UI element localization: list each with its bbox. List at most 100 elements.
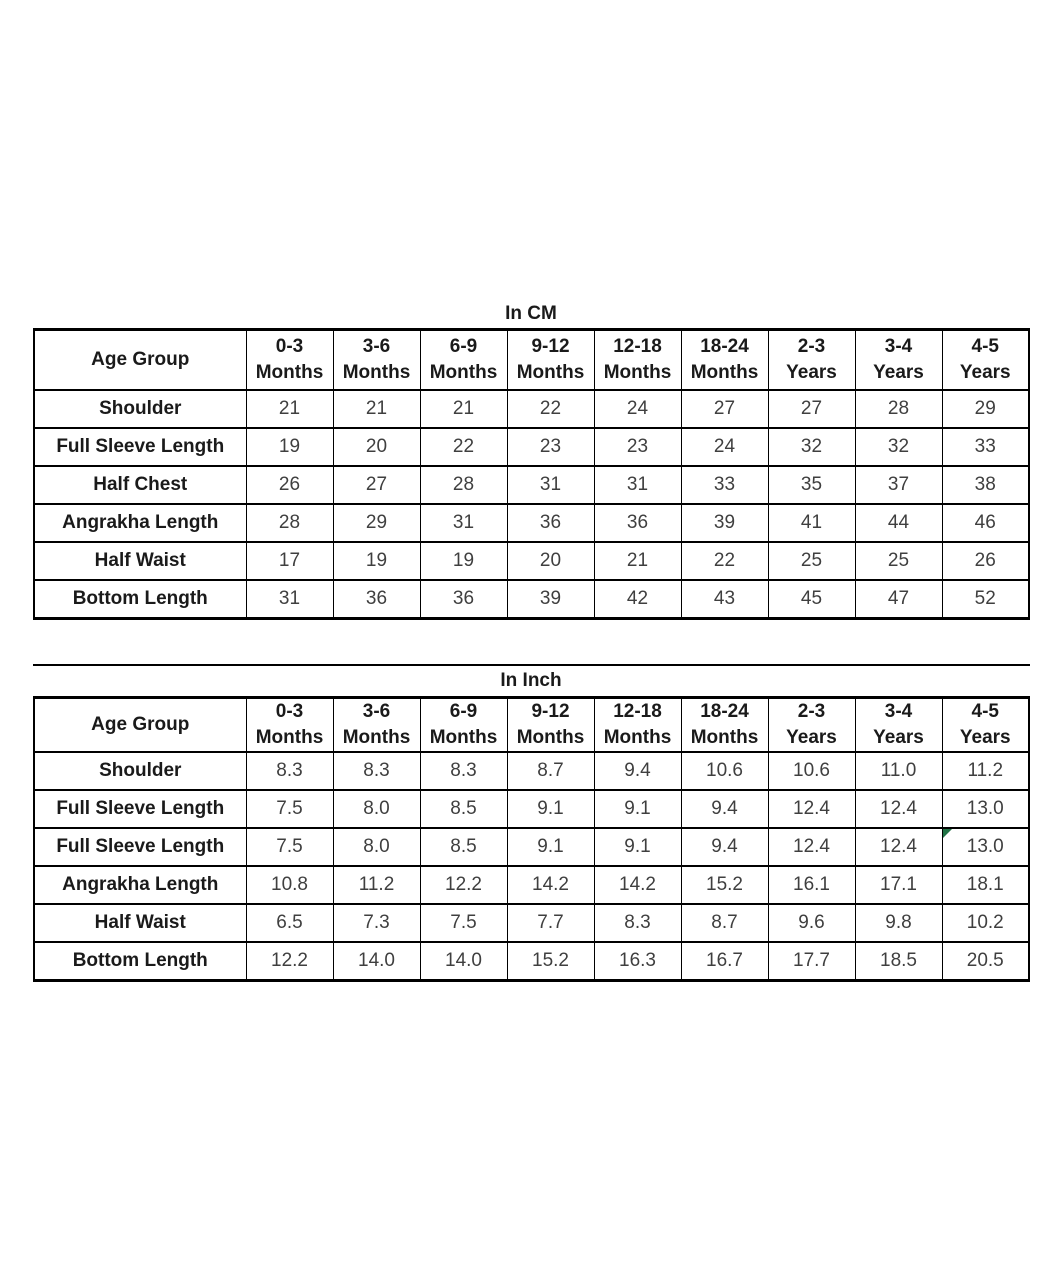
row-label: Half Waist	[33, 541, 247, 581]
table-row: Half Chest 26 27 28 31 31 33 35 37 38	[33, 465, 1030, 505]
table-cell: 8.7	[680, 903, 769, 943]
column-header: 0-3 Months	[245, 696, 334, 753]
table-cell: 13.0	[941, 827, 1030, 867]
column-header-unit: Months	[516, 362, 585, 383]
row-label: Full Sleeve Length	[33, 827, 247, 867]
table-cell: 12.2	[419, 865, 508, 905]
table-cell: 24	[680, 427, 769, 467]
column-header-unit: Years	[959, 727, 1011, 748]
table-cell: 36	[332, 579, 421, 620]
table-cell: 9.1	[506, 789, 595, 829]
table-cell: 7.5	[245, 827, 334, 867]
table-cell: 19	[332, 541, 421, 581]
column-header-range: 0-3	[275, 701, 304, 722]
table-cell: 10.6	[767, 751, 856, 791]
table-cell: 33	[680, 465, 769, 505]
table-cell: 19	[245, 427, 334, 467]
table-cell: 15.2	[680, 865, 769, 905]
table-cell: 8.0	[332, 827, 421, 867]
table-cell: 8.3	[332, 751, 421, 791]
table-cell: 18.1	[941, 865, 1030, 905]
column-header-unit: Months	[342, 362, 411, 383]
table-cell: 8.5	[419, 827, 508, 867]
column-header-unit: Months	[429, 362, 498, 383]
inch-table-title: In Inch	[500, 670, 562, 691]
table-cell: 28	[854, 389, 943, 429]
table-cell: 23	[593, 427, 682, 467]
column-header-unit: Months	[690, 362, 759, 383]
table-cell: 12.4	[854, 827, 943, 867]
table-cell: 47	[854, 579, 943, 620]
table-cell: 37	[854, 465, 943, 505]
table-row: Half Waist 6.5 7.3 7.5 7.7 8.3 8.7 9.6 9.8 10.2	[33, 903, 1030, 943]
table-cell: 12.4	[854, 789, 943, 829]
table-cell: 12.2	[245, 941, 334, 982]
row-label: Angrakha Length	[33, 865, 247, 905]
column-header-range: 3-6	[362, 701, 391, 722]
row-label: Shoulder	[33, 389, 247, 429]
table-row: Bottom Length 12.2 14.0 14.0 15.2 16.3 16.7 17.…	[33, 941, 1030, 982]
column-header: 2-3 Years	[767, 696, 856, 753]
column-header: 4-5 Years	[941, 328, 1030, 391]
table-cell: 21	[419, 389, 508, 429]
column-header: 9-12 Months	[506, 328, 595, 391]
table-row: Full Sleeve Length 7.5 8.0 8.5 9.1 9.1 9.4 12.4…	[33, 789, 1030, 829]
table-cell: 8.3	[593, 903, 682, 943]
table-cell: 8.3	[419, 751, 508, 791]
column-header: 6-9 Months	[419, 696, 508, 753]
table-cell: 12.4	[767, 827, 856, 867]
table-cell: 9.1	[593, 789, 682, 829]
table-cell: 11.2	[332, 865, 421, 905]
column-header: 3-4 Years	[854, 696, 943, 753]
table-cell: 9.1	[506, 827, 595, 867]
table-cell: 11.2	[941, 751, 1030, 791]
table-cell: 38	[941, 465, 1030, 505]
table-cell: 27	[680, 389, 769, 429]
table-cell: 35	[767, 465, 856, 505]
column-header-range: 6-9	[449, 336, 478, 357]
column-header-unit: Years	[786, 727, 837, 748]
table-cell: 15.2	[506, 941, 595, 982]
table-cell: 27	[767, 389, 856, 429]
column-header-age-group: Age Group	[33, 328, 247, 391]
table-cell: 10.2	[941, 903, 1030, 943]
table-cell: 22	[680, 541, 769, 581]
table-cell: 42	[593, 579, 682, 620]
table-cell: 23	[506, 427, 595, 467]
table-row: Half Waist 17 19 19 20 21 22 25 25 26	[33, 541, 1030, 581]
inch-size-table: Age Group 0-3 Months 3-6 Months 6-9 Months 9-12…	[33, 696, 1030, 982]
table-cell: 44	[854, 503, 943, 543]
table-cell: 8.7	[506, 751, 595, 791]
column-header: 3-6 Months	[332, 328, 421, 391]
table-cell: 17	[245, 541, 334, 581]
table-row: Shoulder 21 21 21 22 24 27 27 28 29	[33, 389, 1030, 429]
table-cell: 9.6	[767, 903, 856, 943]
table-cell: 22	[506, 389, 595, 429]
column-header-range: 9-12	[531, 336, 570, 357]
column-header-range: 18-24	[700, 336, 749, 357]
table-cell: 10.8	[245, 865, 334, 905]
row-label: Full Sleeve Length	[33, 789, 247, 829]
table-row: Bottom Length 31 36 36 39 42 43 45 47 52	[33, 579, 1030, 620]
table-cell: 39	[506, 579, 595, 620]
table-cell: 11.0	[854, 751, 943, 791]
table-cell: 14.0	[332, 941, 421, 982]
table-cell: 25	[854, 541, 943, 581]
table-cell: 9.4	[680, 827, 769, 867]
header-row: Age Group 0-3 Months 3-6 Months 6-9 Months 9-12…	[33, 328, 1030, 391]
column-header-unit: Months	[603, 362, 672, 383]
column-header-range: 3-6	[362, 336, 391, 357]
table-cell: 9.1	[593, 827, 682, 867]
table-row: Shoulder 8.3 8.3 8.3 8.7 9.4 10.6 10.6 11.0 11.2	[33, 751, 1030, 791]
table-cell: 7.5	[419, 903, 508, 943]
column-header: 9-12 Months	[506, 696, 595, 753]
column-header: 6-9 Months	[419, 328, 508, 391]
column-header-range: 6-9	[449, 701, 478, 722]
table-cell: 19	[419, 541, 508, 581]
table-cell: 22	[419, 427, 508, 467]
column-header: 0-3 Months	[245, 328, 334, 391]
table-cell: 21	[332, 389, 421, 429]
cm-size-table: Age Group 0-3 Months 3-6 Months 6-9 Months 9-12…	[33, 328, 1030, 620]
table-cell: 24	[593, 389, 682, 429]
column-header-range: 2-3	[797, 336, 826, 357]
